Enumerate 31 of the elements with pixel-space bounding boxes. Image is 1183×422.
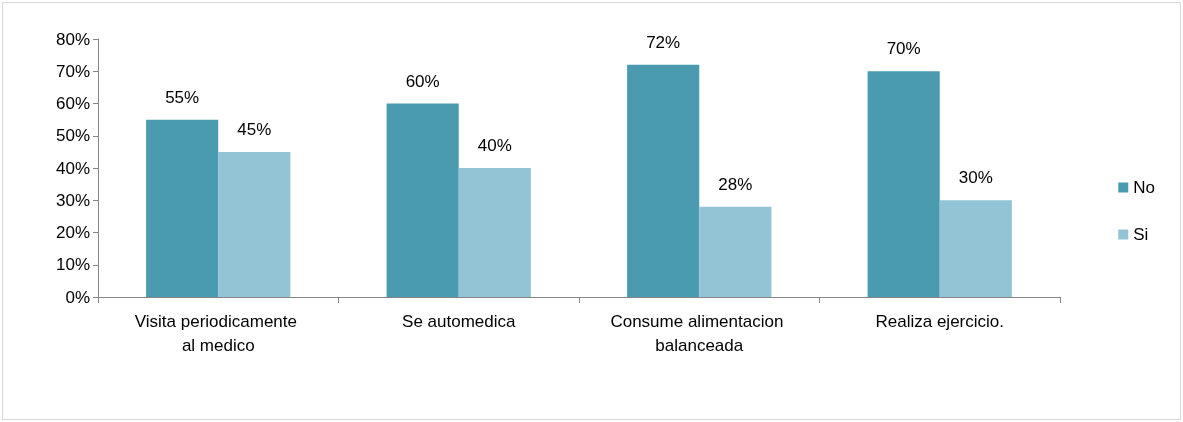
bar [218, 151, 291, 297]
x-tick-label: Se automedica [402, 311, 516, 331]
data-label: 70% [886, 39, 921, 59]
bar [146, 119, 219, 297]
y-tick-label: 0% [65, 287, 90, 307]
bar [458, 168, 531, 297]
legend-label: No [1133, 178, 1155, 197]
y-tick-label: 20% [55, 223, 90, 242]
data-label: 28% [718, 174, 753, 194]
bar [867, 71, 940, 297]
x-tick-label: Realiza ejercicio. [875, 311, 1004, 331]
data-label: 40% [477, 136, 512, 155]
x-tick-label: Consume alimentacion balanceada [610, 311, 789, 355]
y-tick-label: 60% [55, 94, 90, 113]
y-tick-label: 40% [55, 158, 90, 178]
y-tick-label: 70% [55, 61, 90, 81]
data-label: 45% [237, 119, 272, 139]
bar [939, 200, 1012, 297]
data-label: 55% [165, 87, 200, 107]
legend-label: Si [1133, 225, 1149, 244]
bar [386, 103, 459, 297]
bar [627, 64, 700, 297]
bar [699, 206, 772, 297]
data-label: 30% [958, 168, 993, 188]
y-tick-label: 80% [55, 29, 90, 49]
y-tick-label: 10% [55, 255, 90, 275]
x-tick-label: Visita periodicamente al medico [134, 311, 302, 355]
data-label: 72% [646, 32, 681, 52]
y-tick-label: 50% [55, 126, 90, 146]
y-tick-label: 30% [55, 190, 90, 210]
data-label: 60% [405, 71, 440, 91]
